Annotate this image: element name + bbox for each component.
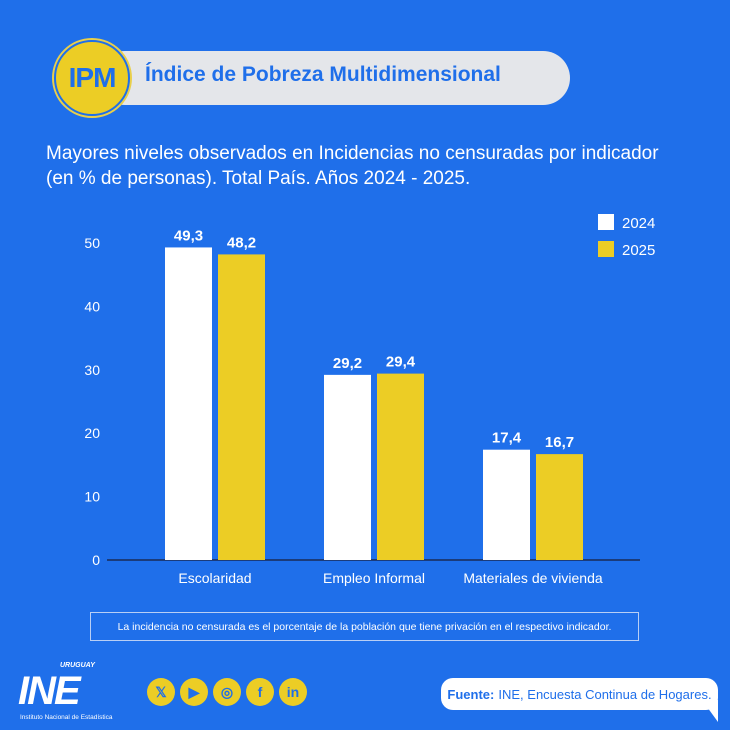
chart-title: Mayores niveles observados en Incidencia… [46, 143, 659, 189]
bar-2024 [324, 374, 371, 560]
data-label: 29,4 [386, 354, 416, 371]
bar-2024 [165, 247, 212, 561]
linkedin-icon[interactable]: in [279, 678, 307, 706]
logo-main: INE [18, 669, 81, 713]
legend-label: 2024 [622, 215, 655, 232]
data-label: 49,3 [174, 227, 203, 244]
bar-2024 [483, 449, 530, 560]
y-tick-label: 0 [92, 552, 100, 568]
legend-swatch [598, 241, 614, 257]
bar-2025 [218, 254, 265, 561]
y-tick-label: 40 [84, 298, 100, 314]
youtube-icon[interactable]: ▶ [180, 678, 208, 706]
legend-label: 2025 [622, 242, 655, 259]
x-icon[interactable]: 𝕏 [147, 678, 175, 706]
title-pill [98, 51, 570, 105]
x-tick-label: Escolaridad [178, 570, 251, 586]
data-label: 16,7 [545, 434, 574, 451]
data-label: 29,2 [333, 355, 362, 372]
callout-tail [702, 700, 718, 722]
source-callout: Fuente: INE, Encuesta Continua de Hogares… [441, 678, 718, 710]
social-links: 𝕏 ▶ ◎ f in [147, 678, 307, 706]
instagram-icon[interactable]: ◎ [213, 678, 241, 706]
y-tick-label: 30 [84, 362, 100, 378]
data-label: 17,4 [492, 430, 522, 447]
bar-2025 [536, 454, 583, 560]
data-label: 48,2 [227, 234, 256, 251]
logo-country: URUGUAY [60, 662, 95, 669]
page-title: Índice de Pobreza Multidimensional [145, 63, 501, 86]
x-tick-label: Empleo Informal [323, 570, 425, 586]
ine-logo: URUGUAY INE Instituto Nacional de Estadí… [18, 661, 143, 723]
footnote: La incidencia no censurada es el porcent… [90, 612, 639, 641]
ipm-badge: IPM [54, 40, 130, 116]
x-tick-label: Materiales de vivienda [463, 570, 603, 586]
facebook-icon[interactable]: f [246, 678, 274, 706]
source-label: Fuente: [447, 686, 495, 702]
bar-chart: 0 10 20 30 40 50 49,3 48,2 Escolaridad 29,2 29,4 Em… [84, 214, 655, 586]
logo-subtitle: Instituto Nacional de Estadística [20, 714, 113, 721]
y-tick-label: 20 [84, 425, 100, 441]
source-text: INE, Encuesta Continua de Hogares. [498, 686, 712, 702]
legend-swatch [598, 214, 614, 230]
y-tick-label: 10 [84, 489, 100, 505]
bar-2025 [377, 373, 424, 560]
y-tick-label: 50 [84, 235, 100, 251]
